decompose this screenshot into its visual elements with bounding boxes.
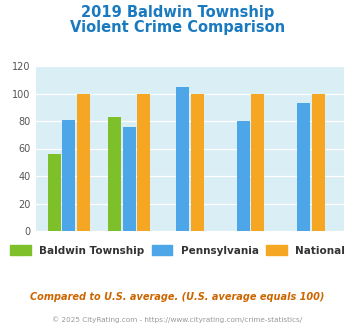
Bar [312,93,325,231]
Text: 2019 Baldwin Township: 2019 Baldwin Township [81,5,274,20]
Bar [123,126,136,231]
Bar [108,117,121,231]
Text: Compared to U.S. average. (U.S. average equals 100): Compared to U.S. average. (U.S. average … [30,292,325,302]
Bar [48,154,61,231]
Text: © 2025 CityRating.com - https://www.cityrating.com/crime-statistics/: © 2025 CityRating.com - https://www.city… [53,317,302,323]
Bar [62,120,75,231]
Legend: Baldwin Township, Pennsylvania, National: Baldwin Township, Pennsylvania, National [6,241,349,260]
Bar [137,93,151,231]
Bar [191,93,204,231]
Bar [77,93,90,231]
Bar [237,121,250,231]
Text: Violent Crime Comparison: Violent Crime Comparison [70,20,285,35]
Bar [297,103,310,231]
Bar [176,86,189,231]
Bar [251,93,264,231]
